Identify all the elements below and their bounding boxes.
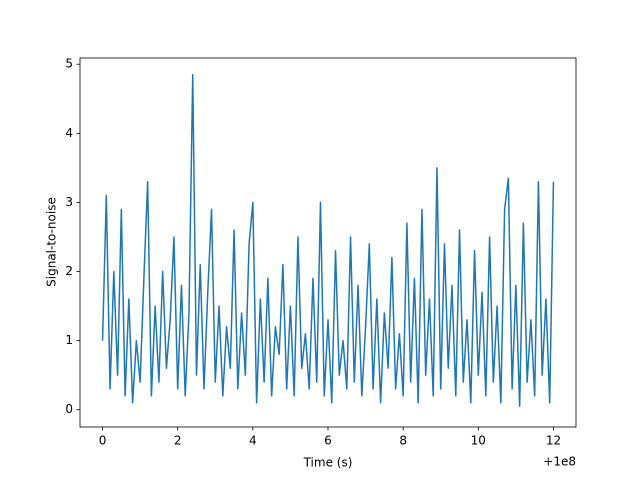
x-tick-label: 4 [249, 434, 257, 448]
x-tick-label: 12 [546, 434, 561, 448]
x-tick-label: 2 [174, 434, 182, 448]
y-tick-label: 0 [65, 402, 73, 416]
y-tick-label: 5 [65, 57, 73, 71]
plot-frame [79, 57, 577, 428]
y-axis-label: Signal-to-noise [45, 197, 59, 287]
x-tick-label: 10 [471, 434, 486, 448]
data-line [101, 73, 555, 408]
x-tick-label: 8 [399, 434, 407, 448]
y-tick-label: 1 [65, 333, 73, 347]
x-tick-label: 6 [324, 434, 332, 448]
x-offset-label: +1e8 [543, 455, 576, 469]
x-axis-label: Time (s) [303, 456, 353, 470]
y-tick-label: 3 [65, 195, 73, 209]
y-tick-label: 2 [65, 264, 73, 278]
y-tick-label: 4 [65, 126, 73, 140]
x-tick-label: 0 [99, 434, 107, 448]
